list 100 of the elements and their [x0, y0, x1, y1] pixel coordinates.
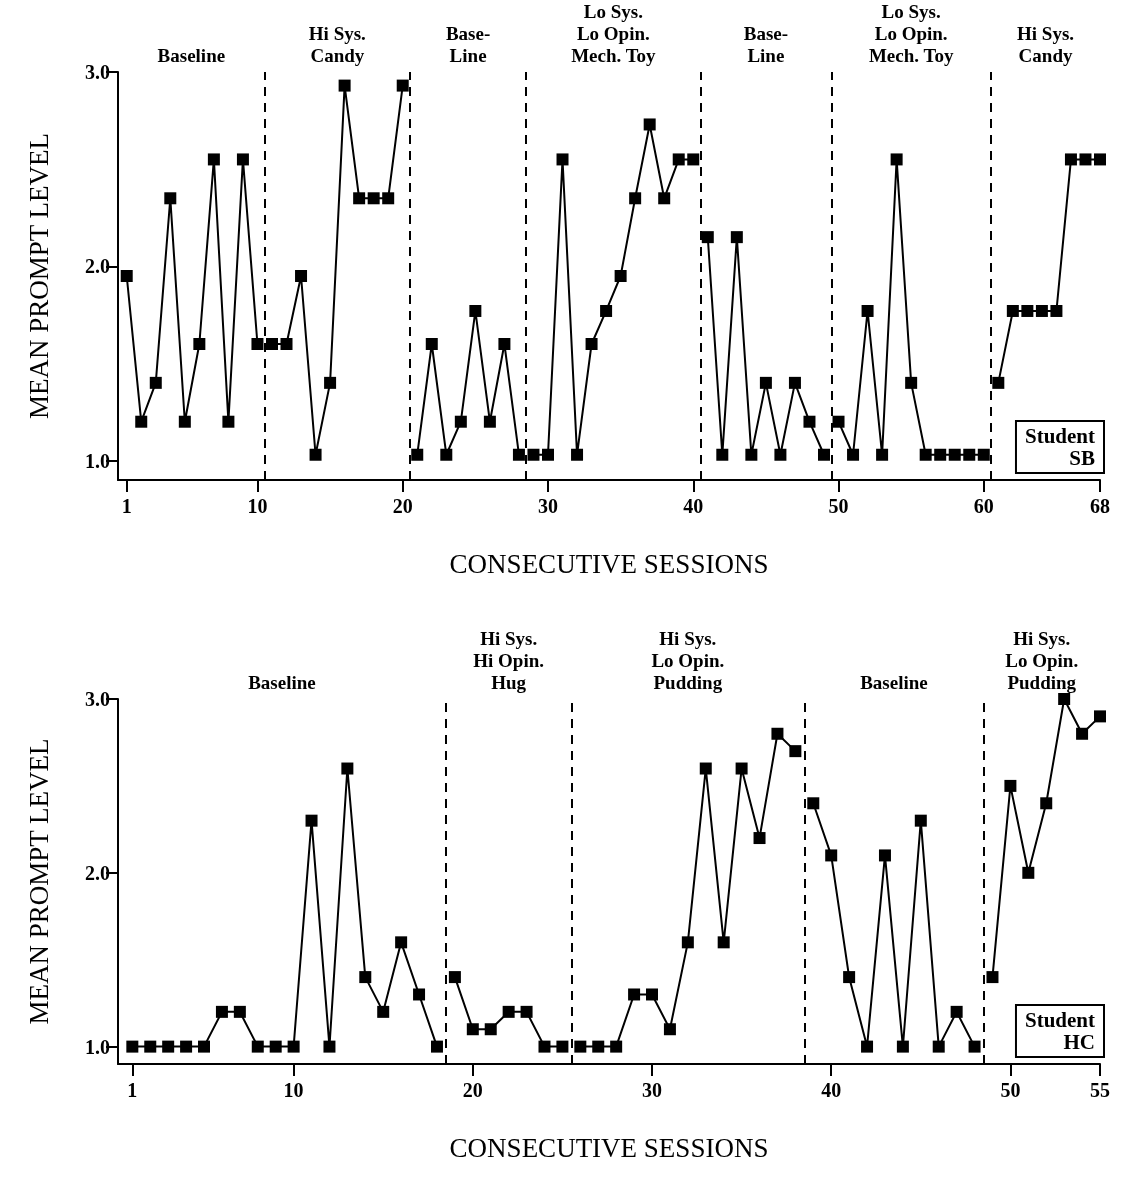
- text: Hi Sys. Candy: [308, 22, 366, 66]
- y-tick-label: 2.0: [85, 861, 110, 884]
- y-tick-label: 2.0: [85, 255, 110, 278]
- point: [323, 1040, 336, 1053]
- point: [498, 338, 511, 350]
- text: Lo Sys. Lo Opin. Mech. Toy: [868, 0, 954, 66]
- y-axis-title: MEAN PROMPT LEVEL: [23, 132, 54, 420]
- point: [663, 1023, 676, 1036]
- point: [658, 192, 671, 205]
- point: [948, 448, 961, 461]
- text: Baseline: [248, 671, 316, 693]
- point: [600, 304, 613, 317]
- point: [735, 762, 748, 775]
- point: [1050, 304, 1063, 317]
- x-axis-title: CONSECUTIVE SESSIONS: [449, 1132, 769, 1163]
- point: [905, 376, 918, 389]
- point: [1004, 779, 1017, 792]
- point: [269, 1040, 282, 1053]
- point: [628, 988, 641, 1001]
- text: Hi Sys. Lo Opin. Pudding: [1005, 627, 1079, 693]
- point: [843, 971, 856, 984]
- point: [950, 1005, 963, 1018]
- point: [701, 231, 714, 244]
- annotation: Student SB: [1024, 424, 1095, 470]
- point: [968, 1040, 981, 1053]
- text: Base- Line: [445, 22, 491, 66]
- point: [538, 1040, 551, 1053]
- point: [377, 1005, 390, 1018]
- x-tick-label: 50: [828, 495, 849, 517]
- point: [1076, 727, 1089, 740]
- point: [215, 1005, 228, 1018]
- point: [295, 270, 308, 282]
- point: [788, 376, 801, 389]
- point: [876, 448, 889, 461]
- point: [878, 849, 891, 862]
- point: [341, 762, 354, 775]
- x-tick-label: 55: [1090, 1079, 1110, 1101]
- point: [672, 153, 685, 166]
- x-tick-label: 10: [247, 495, 268, 517]
- point: [556, 1040, 569, 1053]
- point: [861, 1040, 874, 1053]
- point: [280, 338, 293, 350]
- x-axis-title: CONSECUTIVE SESSIONS: [449, 548, 769, 579]
- point: [265, 338, 278, 350]
- point: [395, 936, 408, 949]
- point: [162, 1040, 175, 1053]
- y-tick-label: 1.0: [85, 449, 110, 472]
- point: [149, 376, 162, 389]
- point: [574, 1040, 587, 1053]
- point: [1094, 153, 1106, 166]
- point: [932, 1040, 945, 1053]
- point: [687, 153, 700, 166]
- y-tick-label: 3.0: [85, 61, 110, 83]
- point: [309, 448, 322, 461]
- point: [803, 415, 816, 428]
- point: [353, 192, 366, 205]
- point: [367, 192, 380, 205]
- point: [992, 376, 1005, 389]
- text: Lo Sys. Lo Opin. Mech. Toy: [571, 0, 657, 66]
- point: [681, 936, 694, 949]
- point: [759, 376, 772, 389]
- point: [502, 1005, 515, 1018]
- point: [896, 1040, 909, 1053]
- text: Baseline: [860, 671, 928, 693]
- point: [717, 936, 730, 949]
- point: [1094, 710, 1106, 723]
- point: [425, 338, 438, 350]
- x-tick-label: 40: [683, 495, 704, 517]
- x-tick-label: 1: [127, 1079, 138, 1101]
- point: [469, 304, 482, 317]
- point: [305, 814, 318, 827]
- point: [847, 448, 860, 461]
- point: [287, 1040, 300, 1053]
- point: [1079, 153, 1092, 166]
- point: [890, 153, 903, 166]
- point: [934, 448, 947, 461]
- y-axis-title: MEAN PROMPT LEVEL: [23, 738, 54, 1025]
- point: [135, 415, 148, 428]
- point: [1035, 304, 1048, 317]
- x-tick-label: 20: [462, 1079, 483, 1101]
- point: [120, 270, 133, 282]
- point: [977, 448, 990, 461]
- point: [610, 1040, 623, 1053]
- x-tick-label: 30: [537, 495, 558, 517]
- point: [207, 153, 220, 166]
- x-tick-label: 50: [1000, 1079, 1021, 1101]
- x-tick-label: 10: [283, 1079, 304, 1101]
- point: [825, 849, 838, 862]
- x-tick-label: 20: [392, 495, 413, 517]
- point: [1064, 153, 1077, 166]
- text: Hi Sys. Lo Opin. Pudding: [651, 627, 725, 693]
- point: [144, 1040, 157, 1053]
- point: [466, 1023, 479, 1036]
- point: [454, 415, 467, 428]
- point: [1058, 693, 1071, 705]
- point: [771, 727, 784, 740]
- point: [745, 448, 758, 461]
- text: Hi Sys. Hi Opin. Hug: [473, 627, 545, 693]
- point: [1021, 304, 1034, 317]
- point: [338, 79, 351, 92]
